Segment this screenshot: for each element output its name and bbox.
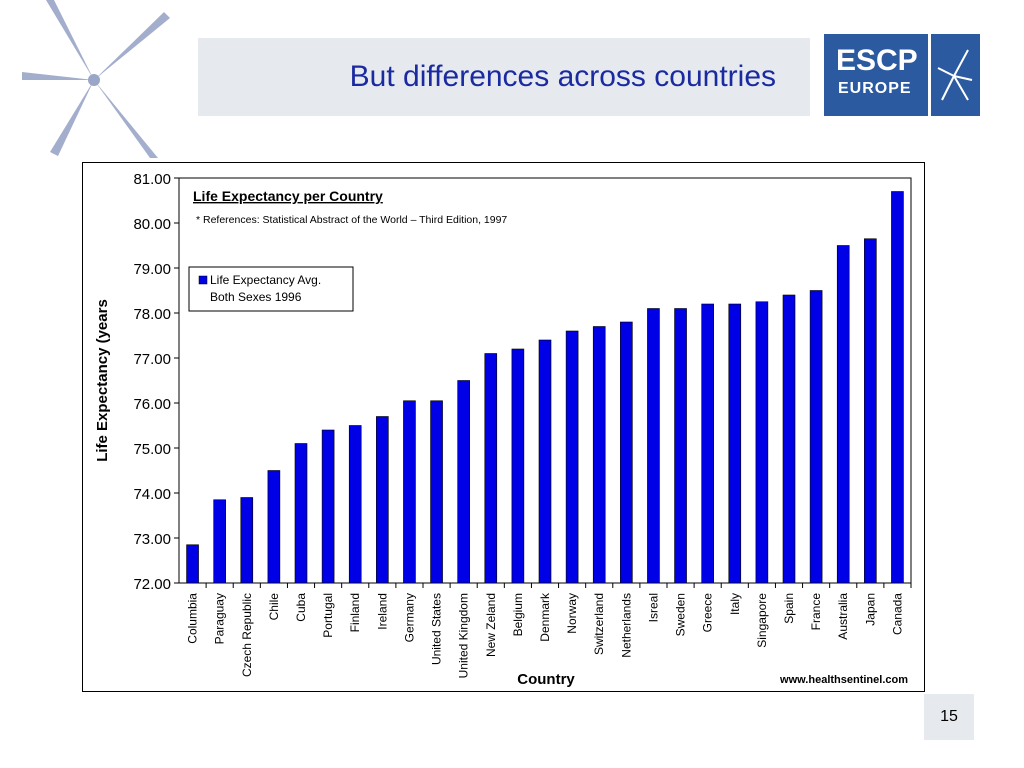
- brand-name: ESCP: [836, 44, 918, 77]
- bar-singapore: [755, 301, 769, 584]
- escp-brand-logo: ESCP EUROPE: [824, 34, 980, 116]
- bar-denmark: [538, 339, 552, 584]
- x-tick-label: Singapore: [755, 593, 769, 648]
- bar-australia: [836, 245, 850, 584]
- x-tick-label: Finland: [348, 593, 362, 632]
- bar-spain: [782, 294, 796, 584]
- bar-sweden: [674, 308, 687, 584]
- y-tick-label: 76.00: [133, 396, 171, 413]
- legend-label-line2: Both Sexes 1996: [210, 290, 302, 304]
- chart-frame: 72.00 73.00 74.00 75.00 76.00 77.00 78.00 79.00…: [82, 162, 925, 692]
- x-tick-label: Paraguay: [213, 593, 227, 644]
- legend-swatch: [198, 275, 208, 285]
- bar-cuba: [294, 443, 308, 584]
- bar-italy: [728, 303, 742, 584]
- bar-greece: [701, 303, 714, 584]
- x-tick-label: Czech Republic: [240, 593, 254, 677]
- page-number: 15: [924, 694, 974, 740]
- x-tick-label: Australia: [836, 593, 850, 640]
- x-tick-label: Belgium: [511, 593, 525, 636]
- y-tick-label: 72.00: [133, 576, 171, 593]
- x-axis-title: Country: [517, 671, 575, 688]
- x-tick-label: Portugal: [321, 593, 335, 638]
- bar-canada: [891, 191, 904, 584]
- x-tick-label: Chile: [267, 593, 281, 621]
- x-tick-label: Ireland: [375, 593, 389, 630]
- x-tick-label: Columbia: [186, 593, 200, 644]
- bar-finland: [348, 425, 362, 584]
- source-label: www.healthsentinel.com: [779, 674, 908, 686]
- bar-isreal: [647, 308, 660, 584]
- y-tick-label: 75.00: [133, 441, 171, 458]
- bar-chile: [267, 470, 281, 584]
- x-tick-label: United Kingdom: [457, 593, 471, 678]
- x-tick-label: Switzerland: [592, 593, 606, 655]
- bar-switzerland: [592, 326, 606, 584]
- brand-subname: EUROPE: [838, 80, 912, 97]
- x-tick-label: New Zeland: [484, 593, 498, 657]
- bar-norway: [565, 330, 579, 584]
- chart-subtitle: * References: Statistical Abstract of th…: [196, 214, 507, 226]
- x-tick-label: Cuba: [294, 593, 308, 622]
- y-tick-label: 73.00: [133, 531, 171, 548]
- x-tick-label: Sweden: [674, 593, 688, 636]
- legend-label: Life Expectancy Avg.: [210, 273, 321, 287]
- y-tick-label: 80.00: [133, 216, 171, 233]
- y-tick-label: 79.00: [133, 261, 171, 278]
- bar-new-zeland: [484, 353, 498, 584]
- x-tick-label: Italy: [728, 593, 742, 615]
- title-banner: But differences across countries: [198, 38, 810, 116]
- bar-czech-republic: [240, 497, 254, 584]
- slide-title: But differences across countries: [349, 60, 776, 93]
- x-tick-label: Japan: [863, 593, 877, 626]
- y-tick-label: 74.00: [133, 486, 171, 503]
- legend-box: [188, 266, 354, 312]
- brand-divider: [928, 34, 931, 116]
- x-tick-label: Canada: [890, 593, 904, 635]
- x-tick-label: United States: [430, 593, 444, 665]
- y-tick-label: 78.00: [133, 306, 171, 323]
- x-tick-label: Greece: [701, 593, 715, 633]
- bar-japan: [864, 238, 877, 584]
- decorative-star-logo: [22, 0, 170, 158]
- x-tick-label: Spain: [782, 593, 796, 624]
- bar-united-states: [430, 400, 443, 584]
- bar-columbia: [186, 544, 199, 584]
- bar-ireland: [376, 416, 389, 584]
- x-tick-label: Norway: [565, 593, 579, 634]
- y-tick-label: 77.00: [133, 351, 171, 368]
- y-tick-label: 81.00: [133, 171, 171, 188]
- bar-paraguay: [213, 499, 226, 584]
- brand-star-icon: [937, 49, 973, 101]
- bar-netherlands: [620, 321, 633, 584]
- x-tick-label: Denmark: [538, 592, 552, 642]
- bar-france: [809, 290, 823, 584]
- bar-germany: [403, 400, 416, 584]
- chart-title: Life Expectancy per Country: [193, 188, 383, 204]
- bar-united-kingdom: [457, 380, 470, 584]
- bar-portugal: [321, 429, 335, 584]
- bar-belgium: [511, 348, 525, 584]
- x-tick-label: France: [809, 593, 823, 631]
- x-tick-label: Netherlands: [619, 593, 633, 658]
- y-axis-title: Life Expectancy (years: [94, 299, 111, 462]
- life-expectancy-chart: 72.00 73.00 74.00 75.00 76.00 77.00 78.00 79.00…: [94, 171, 912, 688]
- x-tick-label: Germany: [402, 593, 416, 642]
- x-tick-label: Isreal: [646, 593, 660, 622]
